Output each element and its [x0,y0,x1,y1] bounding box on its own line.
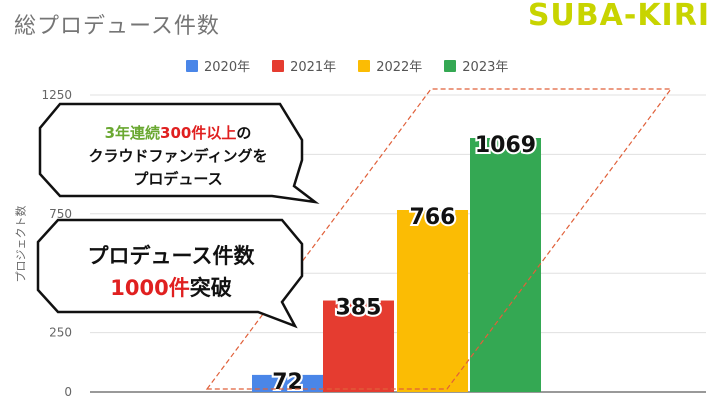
legend-swatch [272,59,285,72]
callout-milestone-line2: 1000件突破 [40,272,302,304]
bar-2022年 [397,209,468,392]
legend-label: 2021年 [290,60,337,75]
callout-consecutive-line2: クラウドファンディングを [88,147,268,165]
legend-swatch [444,59,457,72]
data-label: 1069 [475,133,536,158]
callout-milestone-line1: プロデュース件数 [87,244,255,268]
callout-consecutive-line3: プロデュース [133,170,223,188]
callout-consecutive: 3年連続300件以上の クラウドファンディングを プロデュース [48,122,308,191]
legend-item-3: 2023年 [444,56,508,75]
legend-label: 2022年 [376,60,423,75]
callout-consecutive-red: 300件以上 [160,124,237,142]
legend-label: 2023年 [462,60,509,75]
y-tick-label: 750 [49,207,72,221]
callout-consecutive-line1: 3年連続300件以上の [48,122,308,145]
callout-milestone-suffix: 突破 [189,276,232,300]
chart-legend: 2020年 2021年 2022年 2023年 [186,56,508,75]
brand-logo-text: SUBA-KIRI [527,0,710,33]
bar-2021年 [323,300,394,392]
callout-milestone: プロデュース件数 1000件突破 [40,240,302,304]
legend-swatch [358,59,371,72]
y-tick-label: 1250 [41,88,72,102]
highlight-parallelogram [205,88,673,390]
legend-swatch [186,59,198,72]
callout-consecutive-suffix: の [236,124,252,142]
legend-item-1: 2021年 [272,56,336,75]
legend-label: 2020年 [204,60,251,75]
chart-title: 総プロデュース件数 [14,14,220,39]
data-label: 766 [410,205,456,230]
callout-consecutive-green: 3年連続 [104,124,161,142]
legend-item-0: 2020年 [186,56,250,75]
callout-milestone-red: 1000件 [110,276,190,300]
callout-consecutive-bubble [38,102,320,204]
bar-2020年 [252,374,323,392]
y-tick-label: 0 [64,385,72,399]
y-tick-label: 250 [49,326,72,340]
bar-2023年 [470,138,541,392]
legend-item-2: 2022年 [358,56,422,75]
callout-milestone-bubble [36,218,304,329]
data-label: 385 [336,296,382,321]
data-label: 72 [272,370,303,395]
